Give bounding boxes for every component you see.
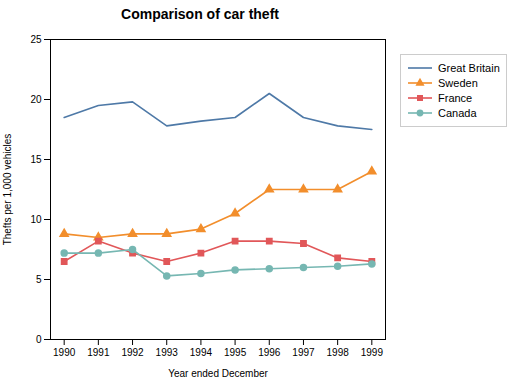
html-text:Canada: Canada (438, 107, 477, 119)
svg-text:25: 25 (30, 34, 42, 45)
svg-text:1990: 1990 (53, 347, 76, 358)
svg-text:1995: 1995 (224, 347, 247, 358)
svg-text:1998: 1998 (327, 347, 350, 358)
svg-text:1991: 1991 (87, 347, 110, 358)
svg-text:0: 0 (36, 334, 42, 345)
html-text:Great Britain: Great Britain (438, 62, 500, 74)
html-text:France: France (438, 92, 473, 104)
svg-text:20: 20 (30, 94, 42, 105)
svg-text:1994: 1994 (190, 347, 213, 358)
svg-text:Year ended December: Year ended December (168, 368, 268, 379)
svg-text:Thefts per 1,000 vehicles: Thefts per 1,000 vehicles (2, 134, 13, 246)
svg-text:1996: 1996 (258, 347, 281, 358)
svg-text:1997: 1997 (292, 347, 315, 358)
html-text:Sweden: Sweden (438, 77, 478, 89)
svg-text:5: 5 (36, 274, 42, 285)
svg-text:1999: 1999 (361, 347, 384, 358)
svg-text:15: 15 (30, 154, 42, 165)
svg-text:1992: 1992 (121, 347, 144, 358)
svg-text:1993: 1993 (156, 347, 179, 358)
svg-text:10: 10 (30, 214, 42, 225)
html-text:Comparison of car theft: Comparison of car theft (121, 6, 279, 22)
